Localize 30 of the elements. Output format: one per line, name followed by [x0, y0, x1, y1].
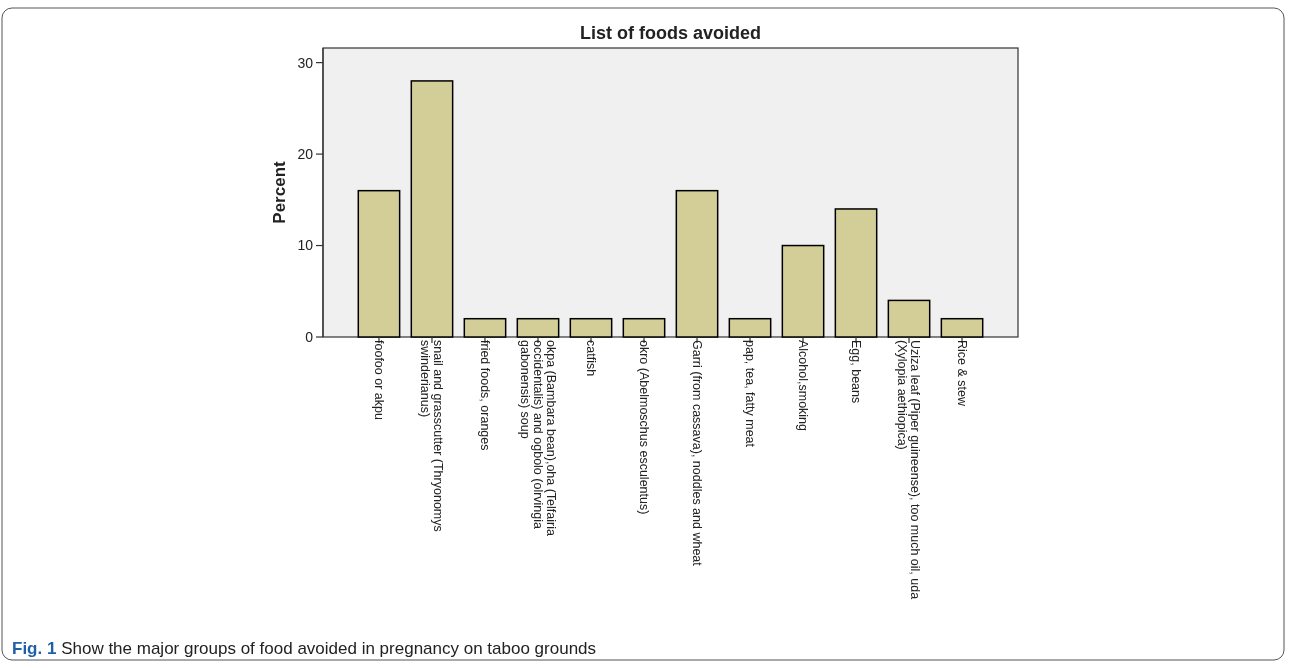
bar — [622, 317, 666, 338]
bar — [940, 317, 984, 338]
x-tick-label: Rice & stew — [954, 340, 969, 407]
x-tick-label: pap, tea, fatty meat — [742, 340, 757, 448]
bar — [675, 189, 719, 338]
y-tick-label: 0 — [305, 328, 314, 345]
bar — [569, 317, 613, 338]
bar — [463, 317, 507, 338]
x-tick-label: okro (Abelmoschus esculentus) — [636, 340, 651, 515]
bar — [834, 208, 878, 338]
x-tick-label: fried foods, oranges — [477, 340, 492, 451]
x-tick-label: Alcohol,smoking — [795, 340, 810, 432]
bar — [410, 80, 454, 338]
y-tick-label: 30 — [297, 54, 314, 71]
bar — [516, 317, 560, 338]
y-tick-label: 10 — [297, 237, 314, 254]
y-axis-title: Percent — [270, 160, 289, 224]
bar — [781, 244, 825, 338]
x-tick-label: snail and grasscutter (Thryonomys swinderianus) — [418, 340, 446, 532]
x-tick-label: Garri (from cassava), noddles and wheat — [689, 340, 704, 567]
x-tick-label: Uziza leaf (Piper guineense), too much oil, uda (Xylopia aethiopica) — [895, 340, 923, 600]
bar — [728, 317, 772, 338]
x-tick-label: catfish — [583, 340, 598, 377]
y-tick-label: 20 — [297, 145, 314, 162]
x-tick-label: foofoo or akpu — [371, 340, 386, 420]
caption: Fig. 1 Show the major groups of food avoided in pregnancy on taboo grounds — [12, 639, 597, 658]
bar — [357, 189, 401, 338]
chart-title: List of foods avoided — [579, 23, 762, 43]
x-tick-label: Egg, beans — [848, 340, 863, 404]
bar — [887, 299, 931, 338]
